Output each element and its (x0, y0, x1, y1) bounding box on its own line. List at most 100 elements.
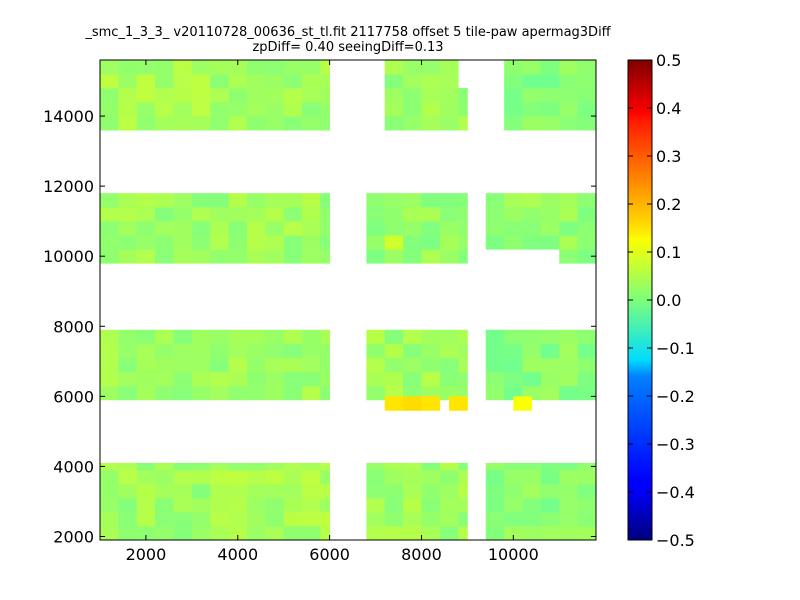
heatmap-cell (191, 497, 211, 513)
heatmap-cell (577, 525, 597, 541)
heatmap-cell (228, 60, 248, 75)
heatmap-cell (173, 511, 193, 527)
heatmap-cell (118, 462, 138, 471)
heatmap-cell (522, 469, 542, 485)
heatmap-cell (320, 235, 331, 250)
heatmap-cell (173, 207, 193, 222)
heatmap-cell (100, 221, 119, 236)
heatmap-cell (559, 193, 579, 208)
heatmap-cell (320, 102, 331, 117)
heatmap-cell (366, 357, 386, 373)
heatmap-cell (100, 207, 119, 222)
heatmap-cell (320, 483, 331, 499)
heatmap-cell (118, 116, 138, 131)
heatmap-cell (118, 525, 138, 541)
heatmap-cell (118, 193, 138, 208)
heatmap-cell (485, 193, 505, 208)
heatmap-cell (421, 525, 441, 541)
heatmap-cell (118, 88, 138, 103)
heatmap-cell (485, 483, 505, 499)
heatmap-cell (173, 385, 193, 401)
heatmap-cell (210, 88, 229, 103)
heatmap-cell (577, 74, 597, 89)
heatmap-cell (522, 60, 542, 75)
heatmap-cell (540, 74, 560, 89)
heatmap-cell (100, 483, 119, 499)
heatmap-cell (439, 371, 459, 387)
heatmap-cell (265, 193, 285, 208)
heatmap-cell (504, 102, 523, 117)
heatmap-cell (191, 60, 211, 75)
heatmap-cell (504, 462, 523, 471)
heatmap-cell (246, 60, 266, 75)
heatmap-cell (320, 249, 331, 264)
x-tick-label: 2000 (126, 545, 167, 564)
heatmap-cell (173, 462, 193, 471)
heatmap-cell (136, 329, 156, 345)
heatmap-cell (559, 462, 579, 471)
heatmap-cell (384, 60, 404, 75)
heatmap-cell (384, 329, 404, 345)
heatmap-cell (384, 469, 404, 485)
heatmap-cell (228, 343, 248, 359)
heatmap-cell (265, 343, 285, 359)
heatmap-cell (191, 329, 211, 345)
heatmap-cell (191, 343, 211, 359)
heatmap-cell (265, 511, 285, 527)
heatmap-cell (522, 525, 542, 541)
heatmap-cell (100, 88, 119, 103)
heatmap-cell (366, 343, 386, 359)
heatmap-cell (246, 74, 266, 89)
heatmap-cell (403, 396, 422, 411)
heatmap-cell (504, 469, 523, 485)
heatmap-cell (458, 249, 468, 264)
heatmap-cell (265, 385, 285, 401)
heatmap-cell (191, 483, 211, 499)
heatmap-cell (228, 235, 248, 250)
heatmap-cell (540, 357, 560, 373)
heatmap-cell (302, 525, 321, 541)
colorbar-ticks: 0.5 0.4 0.3 0.2 0.1 0.0 −0.1 −0.2 −0.3 −0.4 −0.5 (628, 51, 695, 550)
heatmap-cell (366, 193, 386, 208)
heatmap-cell (485, 357, 505, 373)
heatmap-cell (522, 221, 542, 236)
heatmap-cell (136, 74, 156, 89)
x-tick-label: 10000 (488, 545, 539, 564)
heatmap-cell (384, 207, 404, 222)
heatmap-cell (485, 207, 505, 222)
heatmap-cell (439, 207, 459, 222)
heatmap-cell (100, 357, 119, 373)
heatmap-cell (210, 102, 229, 117)
x-tick-label: 8000 (401, 545, 442, 564)
heatmap-cell (577, 329, 597, 345)
heatmap-cell (302, 207, 321, 222)
heatmap-cell (540, 116, 560, 131)
heatmap-cell (228, 102, 248, 117)
heatmap-cell (366, 385, 386, 401)
heatmap-cell (559, 469, 579, 485)
heatmap-cell (302, 60, 321, 75)
heatmap-cell (540, 60, 560, 75)
heatmap-cell (458, 497, 468, 513)
heatmap-cell (136, 60, 156, 75)
heatmap-cell (320, 525, 331, 541)
heatmap-cell (403, 102, 422, 117)
heatmap-cell (246, 207, 266, 222)
heatmap-cell (504, 357, 523, 373)
heatmap-cell (559, 329, 579, 345)
heatmap-cell (118, 102, 138, 117)
heatmap-cell (283, 511, 303, 527)
heatmap-cell (210, 483, 229, 499)
heatmap-cell (136, 462, 156, 471)
heatmap-cell (485, 235, 505, 250)
heatmap-cell (384, 525, 404, 541)
heatmap-cell (210, 60, 229, 75)
heatmap-cell (155, 462, 174, 471)
heatmap-cell (366, 329, 386, 345)
heatmap-cell (403, 74, 422, 89)
heatmap-cell (577, 483, 597, 499)
heatmap-cell (522, 235, 542, 250)
heatmap-cell (246, 116, 266, 131)
heatmap-cell (100, 343, 119, 359)
heatmap-cell (458, 193, 468, 208)
